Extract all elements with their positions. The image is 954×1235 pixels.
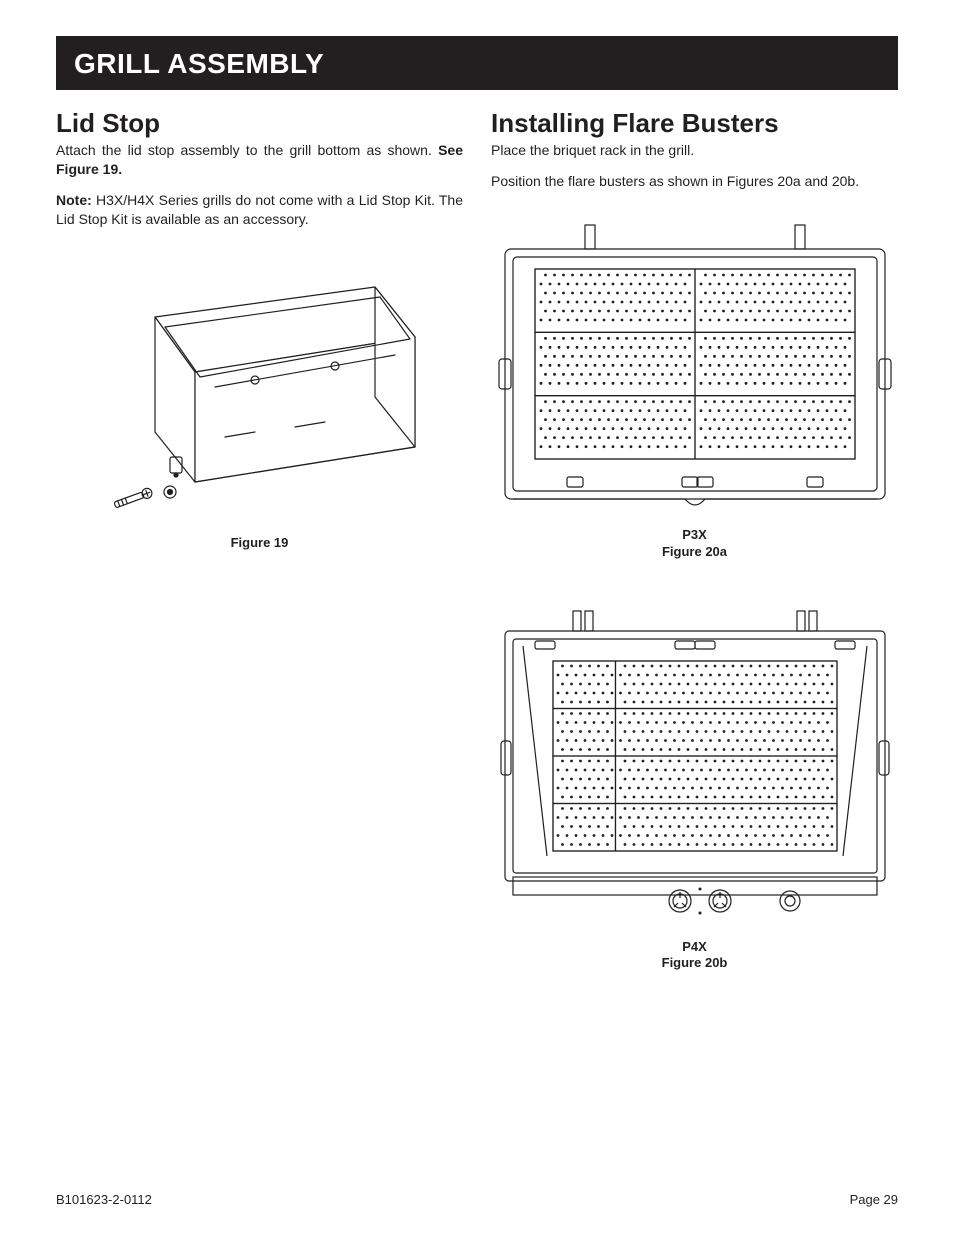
lid-stop-para1: Attach the lid stop assembly to the gril… <box>56 141 463 179</box>
figure-20a-label: Figure 20a <box>662 544 727 559</box>
doc-id: B101623-2-0112 <box>56 1192 152 1207</box>
banner-title: GRILL ASSEMBLY <box>74 48 880 80</box>
figure-20a-caption: P3X Figure 20a <box>491 527 898 561</box>
lid-stop-heading: Lid Stop <box>56 108 463 139</box>
page: GRILL ASSEMBLY Lid Stop Attach the lid s… <box>0 0 954 1235</box>
lid-stop-para1-text: Attach the lid stop assembly to the gril… <box>56 142 438 158</box>
section-banner: GRILL ASSEMBLY <box>56 36 898 90</box>
two-column-layout: Lid Stop Attach the lid stop assembly to… <box>56 108 898 972</box>
flare-busters-heading: Installing Flare Busters <box>491 108 898 139</box>
left-column: Lid Stop Attach the lid stop assembly to… <box>56 108 463 972</box>
flare-busters-para1: Place the briquet rack in the grill. <box>491 141 898 160</box>
figure-20a-model: P3X <box>682 527 707 542</box>
right-column: Installing Flare Busters Place the briqu… <box>491 108 898 972</box>
figure-19-svg <box>95 257 425 527</box>
figure-19: Figure 19 <box>56 257 463 552</box>
page-number: Page 29 <box>850 1192 898 1207</box>
figure-20a-svg <box>495 219 895 519</box>
figure-20b: P4X Figure 20b <box>491 601 898 973</box>
figure-20b-model: P4X <box>682 939 707 954</box>
figure-20a: P3X Figure 20a <box>491 219 898 561</box>
figure-20b-label: Figure 20b <box>662 955 728 970</box>
figure-19-caption: Figure 19 <box>56 535 463 552</box>
figure-20b-svg <box>495 601 895 931</box>
note-body: H3X/H4X Series grills do not come with a… <box>56 192 463 227</box>
lid-stop-note: Note: H3X/H4X Series grills do not come … <box>56 191 463 229</box>
page-footer: B101623-2-0112 Page 29 <box>56 1192 898 1207</box>
note-label: Note: <box>56 192 96 208</box>
flare-busters-para2: Position the flare busters as shown in F… <box>491 172 898 191</box>
figure-20b-caption: P4X Figure 20b <box>491 939 898 973</box>
